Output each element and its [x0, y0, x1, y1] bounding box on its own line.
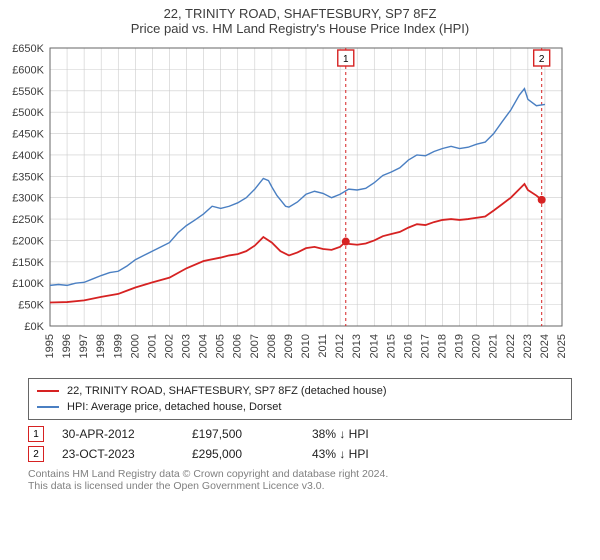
svg-text:2023: 2023 [522, 334, 534, 358]
sale-row: 1 30-APR-2012£197,50038% ↓ HPI [28, 426, 572, 442]
svg-text:£500K: £500K [12, 107, 44, 119]
series-property [50, 184, 542, 302]
sale-date: 23-OCT-2023 [62, 447, 192, 461]
svg-text:2014: 2014 [368, 334, 380, 358]
svg-text:2: 2 [539, 54, 545, 65]
page-subtitle: Price paid vs. HM Land Registry's House … [0, 21, 600, 40]
sale-row: 2 23-OCT-2023£295,00043% ↓ HPI [28, 446, 572, 462]
svg-text:£600K: £600K [12, 64, 44, 76]
svg-text:2010: 2010 [300, 334, 312, 358]
sale-price: £197,500 [192, 427, 312, 441]
svg-text:£300K: £300K [12, 193, 44, 205]
sale-dot [342, 238, 350, 246]
svg-text:1997: 1997 [78, 334, 90, 358]
svg-text:£400K: £400K [12, 150, 44, 162]
svg-text:2011: 2011 [317, 334, 329, 358]
svg-text:1: 1 [343, 54, 349, 65]
svg-text:2024: 2024 [539, 334, 551, 358]
svg-text:2004: 2004 [198, 334, 210, 358]
svg-text:2015: 2015 [385, 334, 397, 358]
svg-text:2018: 2018 [437, 334, 449, 358]
svg-text:2025: 2025 [556, 334, 568, 358]
svg-text:1995: 1995 [44, 334, 56, 358]
svg-text:2005: 2005 [215, 334, 227, 358]
svg-text:1996: 1996 [61, 334, 73, 358]
svg-text:£200K: £200K [12, 235, 44, 247]
svg-text:£650K: £650K [12, 43, 44, 55]
svg-text:£150K: £150K [12, 257, 44, 269]
legend-label: HPI: Average price, detached house, Dors… [67, 401, 281, 413]
sale-diff: 38% ↓ HPI [312, 427, 432, 441]
sale-dot [538, 196, 546, 204]
svg-text:2022: 2022 [505, 334, 517, 358]
page-title: 22, TRINITY ROAD, SHAFTESBURY, SP7 8FZ [0, 0, 600, 21]
svg-text:2002: 2002 [163, 334, 175, 358]
footer-line: This data is licensed under the Open Gov… [28, 480, 572, 492]
svg-text:2008: 2008 [266, 334, 278, 358]
svg-text:2009: 2009 [283, 334, 295, 358]
svg-text:2016: 2016 [402, 334, 414, 358]
svg-text:£100K: £100K [12, 278, 44, 290]
svg-text:£0K: £0K [24, 321, 44, 333]
svg-text:2013: 2013 [351, 334, 363, 358]
series-hpi [50, 89, 545, 286]
sale-diff: 43% ↓ HPI [312, 447, 432, 461]
svg-text:2020: 2020 [471, 334, 483, 358]
svg-text:2012: 2012 [334, 334, 346, 358]
chart-svg: £0K £50K £100K £150K £200K £250K £300K £350K £40… [0, 40, 580, 370]
sales-list: 1 30-APR-2012£197,50038% ↓ HPI 2 23-OCT-202… [0, 426, 600, 462]
sale-marker: 1 [28, 426, 44, 442]
legend-item: HPI: Average price, detached house, Dors… [37, 399, 563, 415]
legend-label: 22, TRINITY ROAD, SHAFTESBURY, SP7 8FZ (… [67, 385, 387, 397]
svg-text:£50K: £50K [18, 300, 44, 312]
legend: 22, TRINITY ROAD, SHAFTESBURY, SP7 8FZ (… [28, 378, 572, 420]
svg-text:2003: 2003 [181, 334, 193, 358]
sale-price: £295,000 [192, 447, 312, 461]
sale-date: 30-APR-2012 [62, 427, 192, 441]
svg-text:2006: 2006 [232, 334, 244, 358]
footer-line: Contains HM Land Registry data © Crown c… [28, 468, 572, 480]
legend-swatch [37, 390, 59, 393]
svg-text:1999: 1999 [112, 334, 124, 358]
svg-text:£350K: £350K [12, 171, 44, 183]
svg-text:2001: 2001 [146, 334, 158, 358]
svg-text:1998: 1998 [95, 334, 107, 358]
legend-swatch [37, 406, 59, 409]
sale-marker: 2 [28, 446, 44, 462]
svg-text:£250K: £250K [12, 214, 44, 226]
svg-text:£550K: £550K [12, 86, 44, 98]
page: 22, TRINITY ROAD, SHAFTESBURY, SP7 8FZ P… [0, 0, 600, 560]
svg-text:2000: 2000 [129, 334, 141, 358]
svg-text:2021: 2021 [488, 334, 500, 358]
legend-item: 22, TRINITY ROAD, SHAFTESBURY, SP7 8FZ (… [37, 383, 563, 399]
attribution: Contains HM Land Registry data © Crown c… [28, 468, 572, 492]
price-chart: £0K £50K £100K £150K £200K £250K £300K £350K £40… [0, 40, 600, 370]
svg-text:2019: 2019 [454, 334, 466, 358]
svg-text:£450K: £450K [12, 129, 44, 141]
svg-text:2017: 2017 [419, 334, 431, 358]
svg-text:2007: 2007 [249, 334, 261, 358]
